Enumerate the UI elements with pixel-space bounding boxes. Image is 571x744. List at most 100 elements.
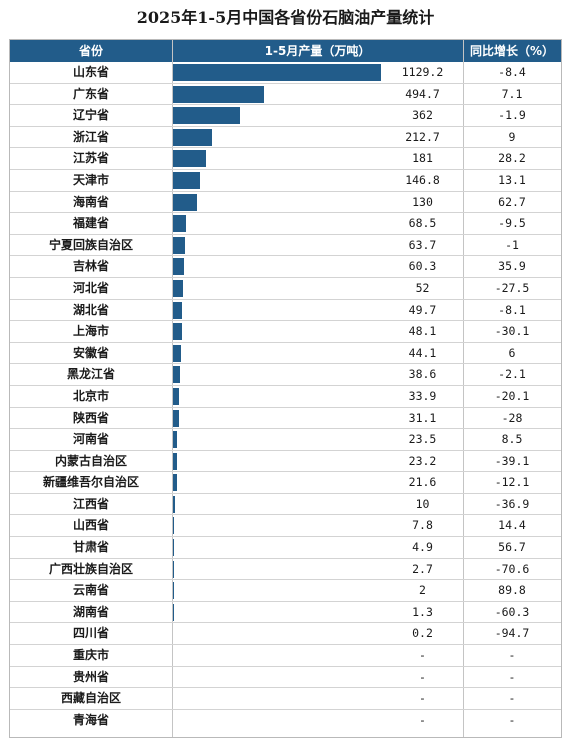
column-divider [172,40,173,737]
production-bar [173,344,182,362]
production-bar [173,517,175,535]
bar-cell [172,256,382,277]
production-table: 省份 1-5月产量（万吨） 同比增长（%） 山东省 1129.2 -8.4 广东省 49… [9,39,562,738]
production-value: 63.7 [408,237,437,252]
table-row: 河北省 52 -27.5 [10,278,561,300]
yoy-value: -8.4 [498,65,526,79]
bar-cell [172,300,382,321]
table-row: 西藏自治区 - - [10,688,561,710]
yoy-value: -20.1 [494,388,530,403]
bar-cell [172,494,382,515]
province-label: 黑龙江省 [66,367,115,382]
bar-cell [172,710,382,731]
table-row: 辽宁省 362 -1.9 [10,105,561,127]
production-bar [173,128,213,146]
table-row: 吉林省 60.3 35.9 [10,256,561,278]
table-row: 江苏省 181 28.2 [10,148,561,170]
province-label: 湖南省 [72,604,109,619]
yoy-value: -12.1 [494,475,530,490]
yoy-value: 14.4 [498,518,526,533]
header-province: 省份 [78,44,103,58]
yoy-value: -1 [505,237,519,252]
table-row: 重庆市 - - [10,645,561,667]
bar-cell [172,451,382,472]
bar-cell [172,235,382,256]
yoy-value: - [508,669,516,684]
production-bar [173,107,240,125]
yoy-value: - [508,648,516,663]
table-row: 内蒙古自治区 23.2 -39.1 [10,451,561,473]
province-label: 广东省 [72,86,109,101]
province-label: 湖北省 [72,302,109,317]
bar-cell [172,105,382,126]
production-value: 2 [419,583,426,598]
yoy-value: -27.5 [494,280,530,295]
table-row: 青海省 - - [10,710,561,732]
bar-cell [172,321,382,342]
yoy-value: - [508,691,516,706]
bar-cell [172,127,382,148]
province-label: 山西省 [72,518,109,533]
table-row: 江西省 10 -36.9 [10,494,561,516]
yoy-value: -39.1 [494,453,530,468]
province-label: 安徽省 [72,345,109,360]
bar-cell [172,429,382,450]
province-label: 江苏省 [72,151,109,166]
production-value: 130 [412,194,433,209]
yoy-value: 7.1 [501,86,523,101]
province-label: 贵州省 [72,669,109,684]
yoy-value: 9 [508,129,516,144]
yoy-value: -94.7 [494,626,530,641]
table-row: 上海市 48.1 -30.1 [10,321,561,343]
province-label: 甘肃省 [72,540,109,555]
production-bar [173,301,183,319]
production-value: 38.6 [408,367,437,382]
province-label: 内蒙古自治区 [54,453,127,468]
table-row: 广西壮族自治区 2.7 -70.6 [10,559,561,581]
bar-cell [172,645,382,666]
province-label: 福建省 [72,216,109,231]
production-value: 212.7 [405,129,440,144]
province-label: 辽宁省 [72,108,109,123]
bar-cell [172,364,382,385]
province-label: 天津市 [72,172,109,187]
production-value: 68.5 [408,216,437,231]
bar-cell [172,62,382,83]
bar-cell [172,537,382,558]
yoy-value: -36.9 [494,496,530,511]
production-bar [173,539,174,557]
table-row: 黑龙江省 38.6 -2.1 [10,364,561,386]
production-value: 44.1 [408,345,437,360]
table-row: 海南省 130 62.7 [10,192,561,214]
production-value: 52 [415,280,430,295]
production-value: 60.3 [408,259,437,274]
bar-cell [172,667,382,688]
production-bar [173,193,197,211]
production-bar [173,452,178,470]
yoy-value: - [508,712,516,727]
table-row: 甘肃省 4.9 56.7 [10,537,561,559]
production-value: 181 [412,151,433,166]
production-bar [173,560,174,578]
header-yoy: 同比增长（%） [469,44,555,58]
production-bar [173,215,186,233]
bar-cell [172,192,382,213]
table-row: 山西省 7.8 14.4 [10,515,561,538]
chart-title: 2025年1-5月中国各省份石脑油产量统计 [136,8,435,27]
header-production: 1-5月产量（万吨） [264,44,371,58]
bar-cell [172,580,382,601]
table-row: 浙江省 212.7 9 [10,127,561,149]
table-row: 北京市 33.9 -20.1 [10,386,561,408]
production-bar [173,323,182,341]
production-bar [173,409,179,427]
production-value: 2.7 [412,561,433,576]
production-bar [173,85,265,103]
bar-cell [172,688,382,709]
table-row: 湖北省 49.7 -8.1 [10,300,561,322]
production-value: 1129.2 [401,65,444,79]
production-value: 31.1 [408,410,437,425]
bar-cell [172,408,382,429]
production-bar [173,236,185,254]
production-value: 1.3 [412,604,433,619]
column-divider [463,40,464,737]
